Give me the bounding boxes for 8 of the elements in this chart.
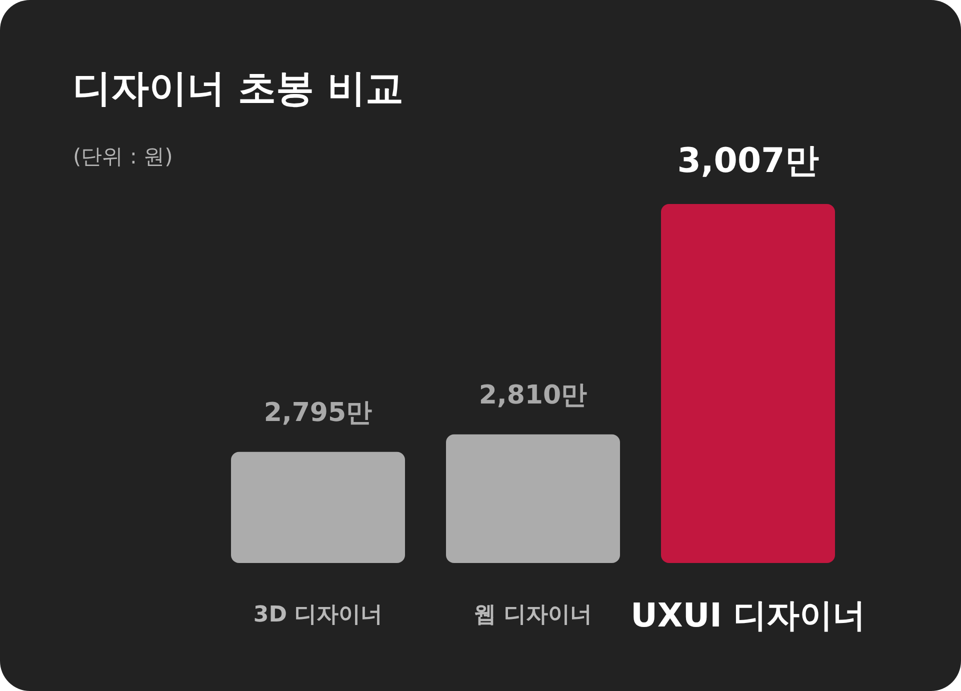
- x-tick-label: 3D 디자이너: [253, 602, 383, 628]
- chart-subtitle: (단위 : 원): [73, 144, 173, 168]
- data-label: 2,795만: [264, 398, 372, 428]
- chart-title: 디자이너 초봉 비교: [73, 66, 404, 110]
- x-tick-label: 웹 디자이너: [474, 602, 592, 628]
- data-label: 2,810만: [478, 380, 588, 410]
- data-label: 3,007만: [677, 141, 819, 181]
- x-tick-label: UXUI 디자이너: [630, 596, 866, 634]
